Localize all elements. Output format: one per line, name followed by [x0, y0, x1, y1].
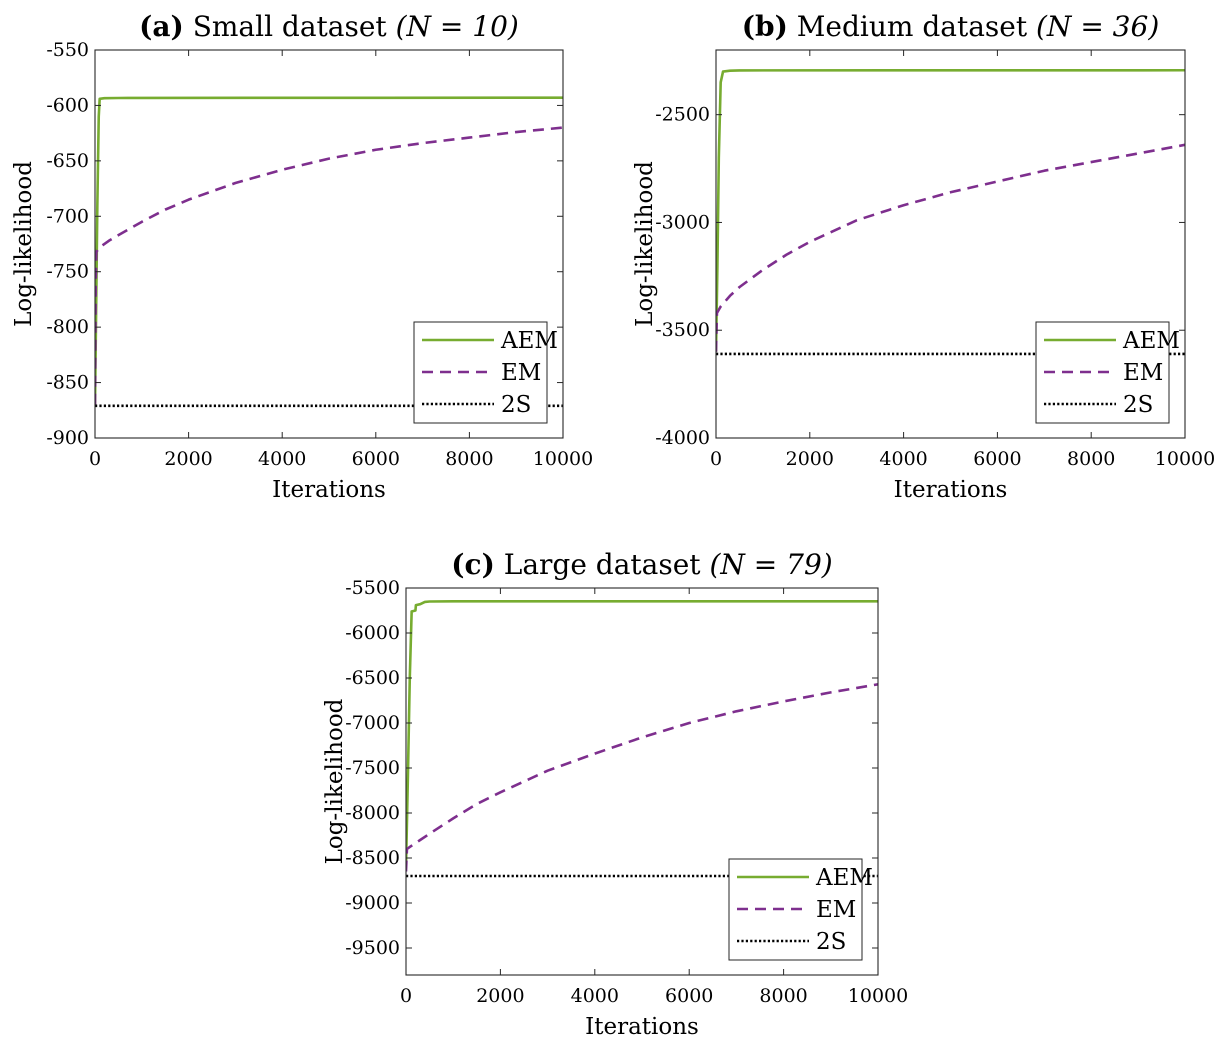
series-line-aem	[716, 68, 1185, 352]
legend-label-aem: AEM	[815, 865, 873, 891]
y-axis-label: Log-likelihood	[632, 161, 658, 327]
y-tick-label: -700	[46, 205, 89, 227]
chart-panel-1: 0 2000 4000 6000 8000 10000 -2500 -3000 -3500 -40…	[632, 10, 1215, 503]
series-group	[406, 600, 878, 878]
y-tick-label: -6000	[345, 622, 400, 644]
x-tick-label: 4000	[571, 985, 619, 1007]
x-tick-label: 6000	[973, 448, 1021, 470]
y-tick-label: -6500	[345, 667, 400, 689]
y-tick-label: -7500	[345, 757, 400, 779]
x-tick-label: 2000	[164, 448, 212, 470]
chart-panel-2: 0 2000 4000 6000 8000 10000 -5500 -6000 -6500 -70…	[322, 548, 908, 1039]
y-axis-label: Log-likelihood	[11, 161, 37, 327]
legend-label-2s: 2S	[501, 392, 531, 418]
x-tick-label: 0	[710, 448, 722, 470]
y-tick-label: -2500	[655, 104, 710, 126]
x-axis-label: Iterations	[585, 1014, 699, 1039]
series-line-aem	[406, 600, 878, 868]
x-tick-label: 0	[89, 448, 101, 470]
panel-title-prefix: (a)	[139, 10, 184, 43]
x-tick-label: 8000	[445, 448, 493, 470]
legend: AEM EM 2S	[728, 858, 873, 961]
panel-title-math: (N = 79)	[709, 548, 832, 581]
x-tick-label: 6000	[665, 985, 713, 1007]
axes-box	[405, 587, 879, 976]
series-line-em	[406, 683, 878, 872]
y-axis-label: Log-likelihood	[322, 698, 348, 864]
y-tick-label: -3000	[655, 211, 710, 233]
axes-box	[94, 49, 564, 439]
panel-title-text: Medium dataset	[788, 10, 1036, 43]
x-tick-label: 10000	[533, 448, 593, 470]
series-group	[716, 68, 1185, 356]
x-tick-label: 4000	[879, 448, 927, 470]
legend-label-2s: 2S	[1123, 392, 1153, 418]
legend-label-em: EM	[1123, 360, 1163, 386]
series-group	[95, 96, 563, 408]
y-tick-label: -8500	[345, 847, 400, 869]
panel-title: (b) Medium dataset (N = 36)	[742, 10, 1160, 43]
panel-title-text: Large dataset	[495, 548, 710, 581]
x-tick-label: 8000	[759, 985, 807, 1007]
y-tick-label: -650	[46, 150, 89, 172]
x-tick-label: 4000	[258, 448, 306, 470]
x-tick-label: 6000	[352, 448, 400, 470]
y-tick-label: -750	[46, 261, 89, 283]
y-tick-label: -4000	[655, 427, 710, 449]
x-tick-label: 10000	[1155, 448, 1215, 470]
x-tick-label: 8000	[1067, 448, 1115, 470]
chart-panel-0: 0 2000 4000 6000 8000 10000 -550 -600 -650 -700 -7…	[11, 10, 593, 503]
axes-box	[715, 49, 1186, 439]
panel-title-prefix: (c)	[451, 548, 495, 581]
x-axis-label: Iterations	[272, 477, 386, 503]
y-tick-label: -7000	[345, 712, 400, 734]
series-line-em	[716, 143, 1185, 352]
x-tick-label: 0	[400, 985, 412, 1007]
y-tick-label: -9500	[345, 937, 400, 959]
y-tick-label: -9000	[345, 892, 400, 914]
y-tick-label: -8000	[345, 802, 400, 824]
series-line-em	[95, 126, 563, 405]
y-tick-label: -550	[46, 39, 89, 61]
panel-title-math: (N = 36)	[1036, 10, 1159, 43]
y-tick-label: -600	[46, 94, 89, 116]
x-tick-label: 2000	[476, 985, 524, 1007]
panel-title: (c) Large dataset (N = 79)	[451, 548, 832, 581]
y-tick-label: -900	[46, 427, 89, 449]
panel-title-prefix: (b)	[742, 10, 788, 43]
y-tick-label: -850	[46, 372, 89, 394]
legend-label-em: EM	[501, 360, 541, 386]
x-axis-label: Iterations	[894, 477, 1008, 503]
x-tick-label: 10000	[848, 985, 908, 1007]
y-tick-label: -5500	[345, 577, 400, 599]
legend-label-2s: 2S	[816, 929, 846, 955]
y-tick-label: -3500	[655, 319, 710, 341]
panel-title-math: (N = 10)	[396, 10, 519, 43]
legend: AEM EM 2S	[1035, 321, 1180, 424]
legend: AEM EM 2S	[413, 321, 558, 424]
y-tick-label: -800	[46, 316, 89, 338]
legend-label-aem: AEM	[1122, 328, 1180, 354]
legend-label-aem: AEM	[500, 328, 558, 354]
panel-title-text: Small dataset	[184, 10, 396, 43]
legend-label-em: EM	[816, 897, 856, 923]
x-tick-label: 2000	[786, 448, 834, 470]
panel-title: (a) Small dataset (N = 10)	[139, 10, 519, 43]
